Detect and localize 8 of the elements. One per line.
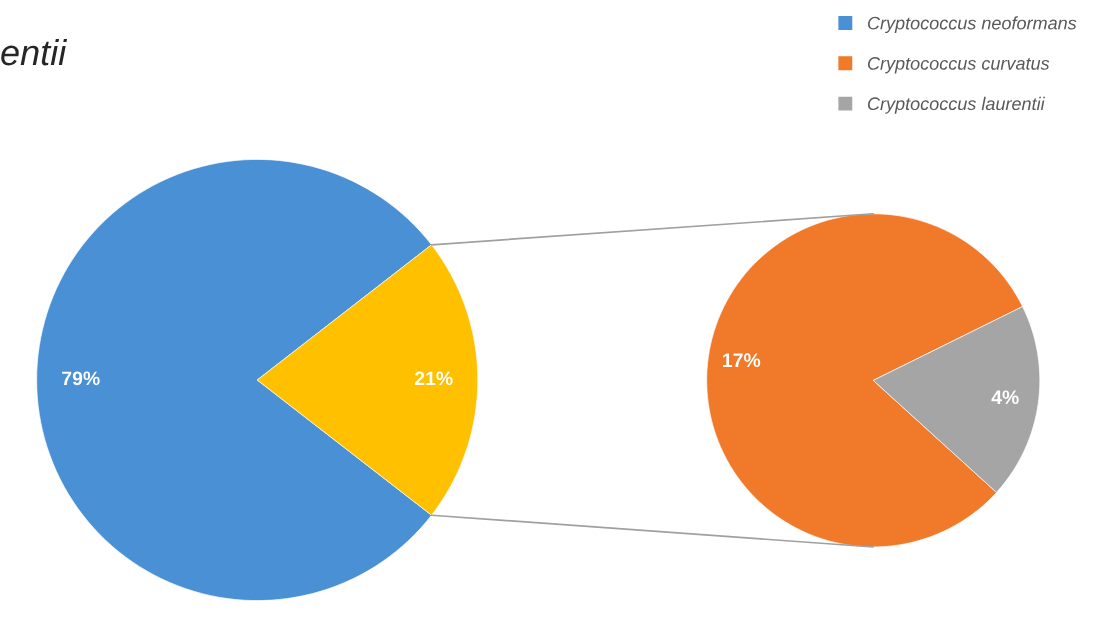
text: entii [1,38,68,66]
data-label: 4% [991,390,1019,405]
legend-label: Cryptococcus laurentii [867,96,1046,114]
legend-label: Cryptococcus neoformans [867,16,1077,34]
data-label: 79% [62,371,100,386]
data-label: 21% [414,371,453,386]
data-label: 17% [723,353,761,368]
legend-label: Cryptococcus curvatus [867,57,1050,74]
